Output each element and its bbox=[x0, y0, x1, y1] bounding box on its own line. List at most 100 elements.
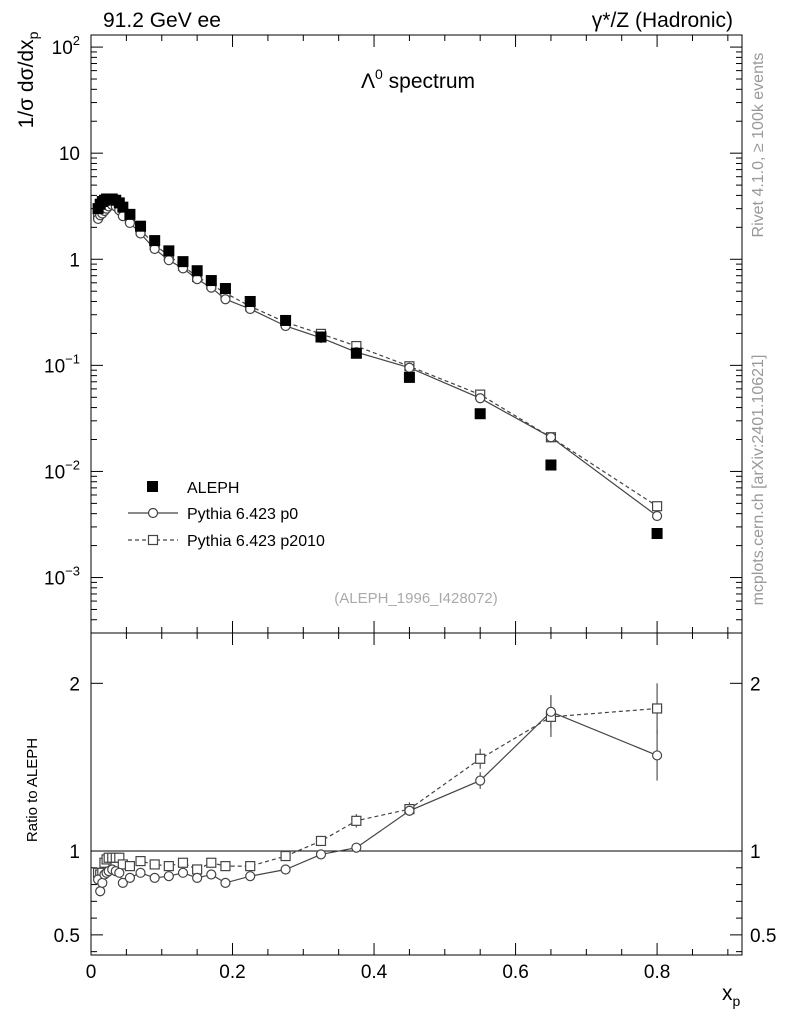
header-left: 91.2 GeV ee bbox=[103, 9, 221, 32]
aleph-point bbox=[191, 265, 203, 277]
x-tick-label: 0.6 bbox=[502, 962, 528, 983]
aleph-point bbox=[280, 314, 292, 326]
aleph-point bbox=[149, 235, 161, 247]
ratio-p0-point bbox=[163, 871, 174, 882]
y-tick-label: 102 bbox=[52, 33, 80, 59]
y-tick-label: 10−2 bbox=[44, 457, 80, 483]
aleph-point bbox=[403, 371, 415, 383]
x-tick-label: 0.2 bbox=[219, 962, 245, 983]
x-axis-label: xp bbox=[722, 982, 741, 1009]
y-tick-label: 10−3 bbox=[44, 564, 80, 590]
header-right: γ*/Z (Hadronic) bbox=[592, 9, 733, 32]
y-tick-label: 10 bbox=[59, 144, 80, 165]
aleph-point bbox=[350, 347, 362, 359]
ratio-p0-point bbox=[149, 872, 160, 883]
p2010-line bbox=[97, 199, 658, 507]
ratio-p2010-point bbox=[124, 861, 136, 872]
ratio-p0-point bbox=[192, 872, 203, 883]
x-tick-label: 0.8 bbox=[644, 962, 670, 983]
analysis-id: (ALEPH_1996_I428072) bbox=[334, 590, 497, 607]
legend-label-p2010: Pythia 6.423 p2010 bbox=[187, 533, 325, 550]
y-axis-label: 1/σ dσ/dxp bbox=[15, 31, 41, 128]
legend-label-aleph: ALEPH bbox=[187, 480, 239, 497]
ratio-p0-point bbox=[177, 867, 189, 878]
ratio-p2010-point bbox=[149, 859, 160, 870]
ratio-p0-point bbox=[117, 877, 128, 888]
ratio-p0-point bbox=[545, 706, 557, 717]
p2010-point bbox=[651, 501, 663, 512]
legend-marker-p0 bbox=[147, 507, 159, 519]
ratio-y-axis-label: Ratio to ALEPH bbox=[24, 738, 41, 842]
ratio-p2010-point bbox=[351, 815, 362, 826]
chart-title: Λ0 spectrum bbox=[361, 66, 475, 93]
ratio-p0-point bbox=[206, 869, 217, 880]
ratio-marks bbox=[92, 683, 663, 897]
p0-point bbox=[545, 432, 557, 443]
ratio-p2010-point bbox=[651, 703, 663, 714]
legend-marker-p2010 bbox=[147, 534, 159, 546]
aleph-point bbox=[219, 283, 231, 295]
ratio-p0-point bbox=[404, 805, 415, 816]
legend-marker-aleph bbox=[147, 481, 158, 492]
ratio-p0-point bbox=[114, 867, 125, 878]
ratio-p2010-point bbox=[315, 835, 327, 847]
legend-label-p0: Pythia 6.423 p0 bbox=[187, 506, 298, 523]
y-tick-label: 1 bbox=[69, 250, 80, 271]
ratio-y-tick-label-left: 1 bbox=[69, 842, 80, 863]
main-marks bbox=[92, 193, 663, 540]
main-axes: 102 10 1 10−1 10−2 10−3 bbox=[44, 33, 742, 634]
ratio-p0-point bbox=[124, 872, 136, 883]
aleph-point bbox=[124, 208, 136, 220]
p0-point bbox=[404, 362, 415, 373]
p0-line bbox=[97, 204, 658, 517]
legend: ALEPH Pythia 6.423 p0 Pythia 6.423 p2010 bbox=[128, 480, 325, 550]
ratio-y-tick-label-left: 2 bbox=[69, 674, 80, 695]
x-tick-label: 0.4 bbox=[361, 962, 388, 983]
aleph-point bbox=[244, 295, 256, 307]
ratio-y-tick-label-right: 2 bbox=[750, 674, 761, 695]
ratio-p2010-point bbox=[192, 864, 203, 875]
ratio-p0-point bbox=[97, 877, 108, 888]
ratio-p0-point bbox=[315, 849, 327, 860]
p0-point bbox=[651, 510, 663, 522]
ratio-p2010-point bbox=[206, 857, 217, 868]
ratio-p2010-point bbox=[475, 753, 486, 764]
x-tick-label: 0 bbox=[86, 962, 97, 983]
ratio-p2010-point bbox=[220, 861, 231, 872]
aleph-point bbox=[117, 201, 129, 213]
aleph-point bbox=[651, 528, 663, 540]
ratio-axes: 0 0.2 0.4 0.6 0.8 0.5 0.5 1 1 2 2 bbox=[54, 633, 776, 983]
ratio-p2010-point bbox=[135, 855, 146, 867]
rivet-label: Rivet 4.1.0, ≥ 100k events bbox=[750, 53, 767, 238]
aleph-point bbox=[177, 256, 189, 268]
aleph-point bbox=[163, 245, 175, 257]
ratio-y-tick-label-left: 0.5 bbox=[54, 926, 80, 947]
aleph-point bbox=[135, 220, 147, 232]
p0-point bbox=[220, 294, 231, 305]
ratio-p0-point bbox=[245, 871, 256, 882]
ratio-p2010-point bbox=[245, 861, 256, 872]
ratio-panel-frame bbox=[90, 632, 743, 956]
ratio-p0-point bbox=[351, 842, 362, 853]
mcplots-label: mcplots.cern.ch [arXiv:2401.10621] bbox=[750, 355, 767, 606]
ratio-p0-point bbox=[651, 750, 663, 761]
aleph-point bbox=[545, 459, 557, 471]
ratio-p0-point bbox=[95, 886, 106, 897]
ratio-p2010-line bbox=[97, 707, 658, 876]
ratio-p0-point bbox=[475, 775, 486, 786]
ratio-p2010-point bbox=[280, 850, 291, 862]
y-tick-label: 10−1 bbox=[44, 351, 80, 377]
aleph-point bbox=[205, 275, 217, 287]
ratio-y-tick-label-right: 1 bbox=[750, 842, 761, 863]
ratio-y-tick-label-right: 0.5 bbox=[750, 926, 776, 947]
ratio-p2010-point bbox=[163, 861, 174, 872]
aleph-point bbox=[315, 331, 327, 343]
ratio-p2010-point bbox=[177, 857, 189, 868]
ratio-p0-point bbox=[220, 877, 231, 888]
aleph-point bbox=[474, 408, 486, 420]
p0-point bbox=[163, 255, 174, 266]
p0-point bbox=[475, 393, 486, 404]
ratio-p0-point bbox=[280, 864, 291, 875]
ratio-p0-point bbox=[135, 867, 146, 878]
